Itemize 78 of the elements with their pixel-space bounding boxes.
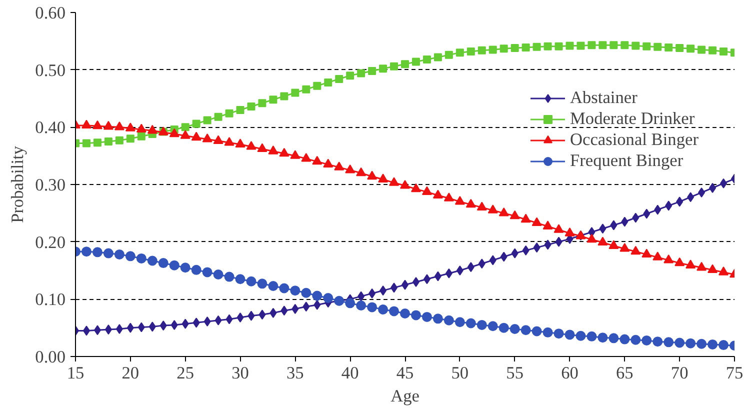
x-tick-label: 25 [176, 364, 194, 382]
x-tick-label: 75 [726, 364, 744, 382]
point [226, 314, 233, 324]
point [522, 245, 530, 256]
x-tick-label: 50 [451, 364, 469, 382]
x-tick-label: 20 [122, 364, 140, 382]
point [434, 271, 442, 282]
point [82, 326, 90, 336]
point [116, 324, 123, 334]
y-tick-label: 0.60 [35, 4, 66, 22]
y-tick-label: 0.10 [35, 290, 66, 310]
point [643, 208, 650, 219]
y-tick-label: 0.20 [35, 232, 66, 252]
legend-label: Moderate Drinker [570, 109, 695, 129]
point [126, 322, 134, 333]
point [467, 262, 474, 272]
legend-label: Frequent Binger [570, 151, 684, 171]
legend-label: Occasional Binger [570, 130, 698, 150]
point [544, 240, 552, 250]
point [302, 302, 310, 312]
point [676, 196, 684, 207]
point [665, 200, 672, 211]
point [258, 310, 266, 320]
point [533, 242, 540, 253]
point [445, 268, 452, 278]
point [314, 300, 321, 310]
y-tick-label: 0.40 [35, 118, 66, 138]
point [248, 310, 255, 321]
point [280, 306, 288, 316]
point [182, 318, 189, 329]
point [500, 252, 508, 262]
point [720, 178, 728, 188]
point [138, 322, 145, 332]
point [599, 224, 606, 234]
point [489, 255, 496, 266]
point [610, 220, 618, 230]
point [368, 288, 376, 298]
x-tick-label: 40 [341, 364, 359, 382]
x-tick-label: 55 [506, 364, 524, 382]
y-tick-label: 0.50 [35, 60, 66, 80]
point [192, 318, 200, 328]
point [170, 320, 178, 330]
point [654, 204, 662, 215]
x-tick-label: 30 [232, 364, 249, 382]
legend-label: Abstainer [570, 88, 638, 108]
x-tick-label: 65 [616, 364, 634, 382]
point [632, 212, 640, 223]
point [160, 320, 167, 331]
point [555, 236, 562, 247]
point [358, 291, 365, 302]
point [270, 308, 277, 318]
x-tick-label: 60 [561, 364, 578, 382]
x-tick-label: 35 [286, 364, 304, 382]
y-axis-title: Probability [8, 146, 28, 224]
point [621, 216, 628, 227]
point [204, 316, 211, 327]
x-axis-title: Age [390, 386, 420, 406]
point [709, 182, 716, 193]
y-tick-label: 0.30 [35, 176, 66, 194]
point [148, 322, 156, 332]
x-tick-label: 15 [66, 364, 84, 382]
y-tick-label: 0.00 [35, 348, 66, 366]
point [423, 274, 430, 284]
point [380, 286, 387, 296]
point [412, 276, 420, 287]
point [292, 304, 299, 314]
point [478, 258, 486, 269]
point [104, 324, 112, 335]
point [687, 192, 694, 202]
point [698, 188, 706, 198]
point [456, 266, 464, 276]
point [236, 312, 244, 323]
point [390, 282, 398, 293]
x-tick-label: 45 [396, 364, 414, 382]
point [214, 315, 222, 326]
point [94, 325, 101, 336]
x-tick-label: 70 [670, 364, 688, 382]
point [511, 248, 518, 258]
